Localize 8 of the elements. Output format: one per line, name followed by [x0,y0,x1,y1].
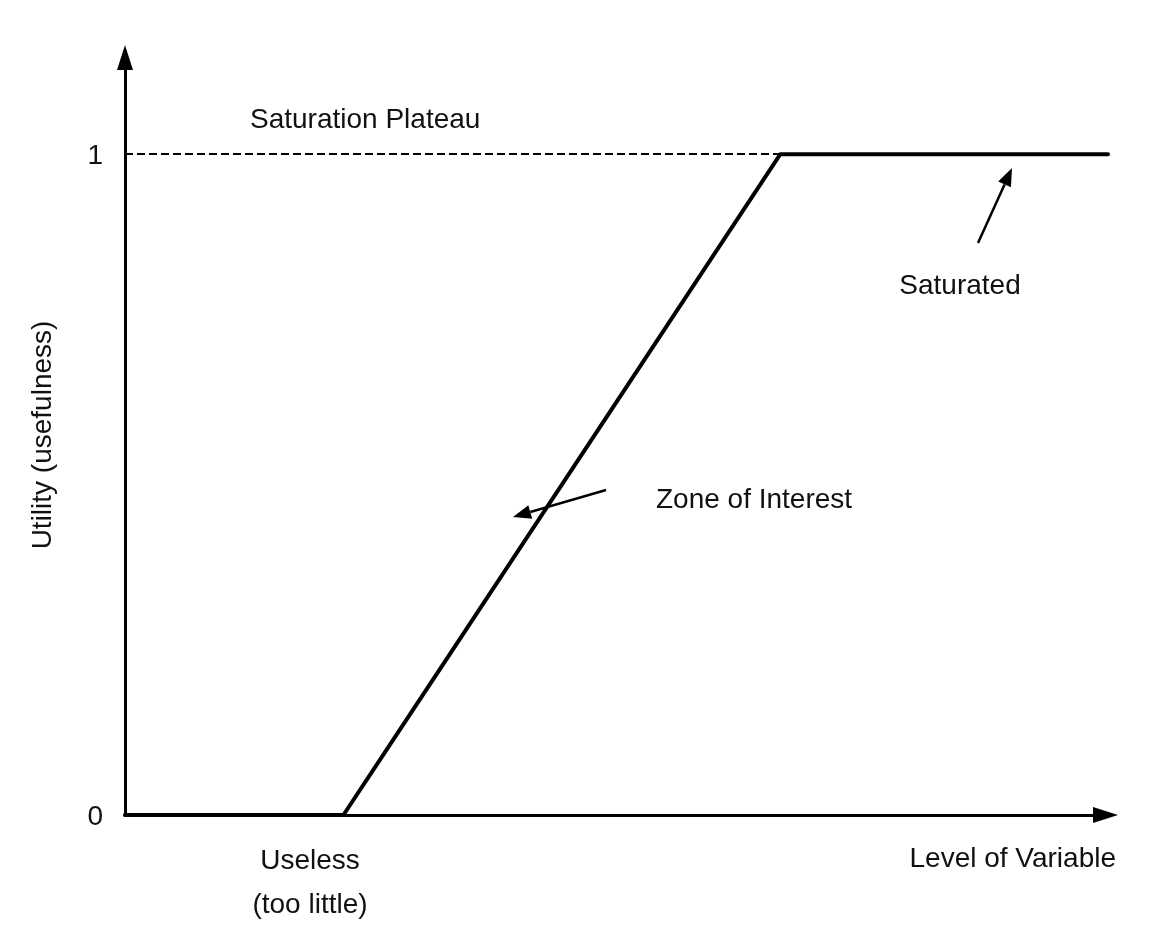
ref-line-label: Saturation Plateau [250,102,481,134]
y-tick-label: 1 [87,138,103,170]
x-axis-title: Level of Variable [909,841,1116,873]
y-axis-title: Utility (usefulness) [25,320,57,550]
annotation: Zone of Interest [655,482,853,514]
annotation: Saturated [899,268,1021,300]
y-tick-label: 0 [87,799,103,831]
text: Useless (too little) [252,843,368,919]
